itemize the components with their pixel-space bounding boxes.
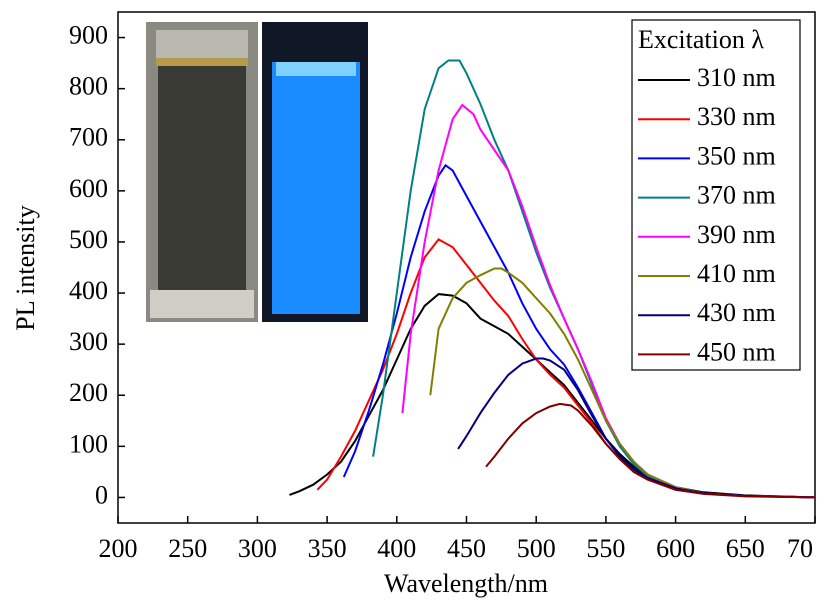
y-tick-label: 600 <box>69 174 108 203</box>
legend-label: 370 nm <box>697 181 776 210</box>
y-tick-label: 800 <box>69 72 108 101</box>
x-tick-label: 400 <box>377 534 416 563</box>
series-line <box>485 402 816 499</box>
legend-title: Excitation λ <box>638 25 764 54</box>
legend-label: 310 nm <box>697 63 776 92</box>
legend-label: 390 nm <box>697 220 776 249</box>
y-tick-label: 0 <box>95 480 108 509</box>
y-tick-label: 100 <box>69 429 108 458</box>
series-line <box>372 59 816 499</box>
series-line <box>429 267 816 499</box>
x-tick-label: 300 <box>238 534 277 563</box>
x-tick-label: 350 <box>308 534 347 563</box>
y-tick-label: 200 <box>69 378 108 407</box>
y-tick-label: 400 <box>69 276 108 305</box>
legend-box <box>631 19 801 371</box>
y-tick-label: 500 <box>69 225 108 254</box>
x-tick-label: 500 <box>517 534 556 563</box>
x-tick-label: 200 <box>99 534 138 563</box>
x-tick-label: 250 <box>168 534 207 563</box>
legend-label: 350 nm <box>697 141 776 170</box>
x-tick-label: 650 <box>726 534 765 563</box>
legend-label: 450 nm <box>697 337 776 366</box>
y-tick-label: 300 <box>69 327 108 356</box>
legend-label: 430 nm <box>697 298 776 327</box>
y-tick-label: 700 <box>69 123 108 152</box>
inset-photo <box>146 22 368 322</box>
series-line <box>457 357 816 499</box>
legend-label: 410 nm <box>697 259 776 288</box>
x-tick-label: 70 <box>787 534 813 563</box>
x-axis-label: Wavelength/nm <box>384 569 548 598</box>
y-axis-label: PL intensity <box>11 205 40 330</box>
legend-label: 330 nm <box>697 102 776 131</box>
x-tick-label: 450 <box>447 534 486 563</box>
y-tick-label: 900 <box>69 21 108 50</box>
x-tick-label: 600 <box>656 534 695 563</box>
x-tick-label: 550 <box>586 534 625 563</box>
